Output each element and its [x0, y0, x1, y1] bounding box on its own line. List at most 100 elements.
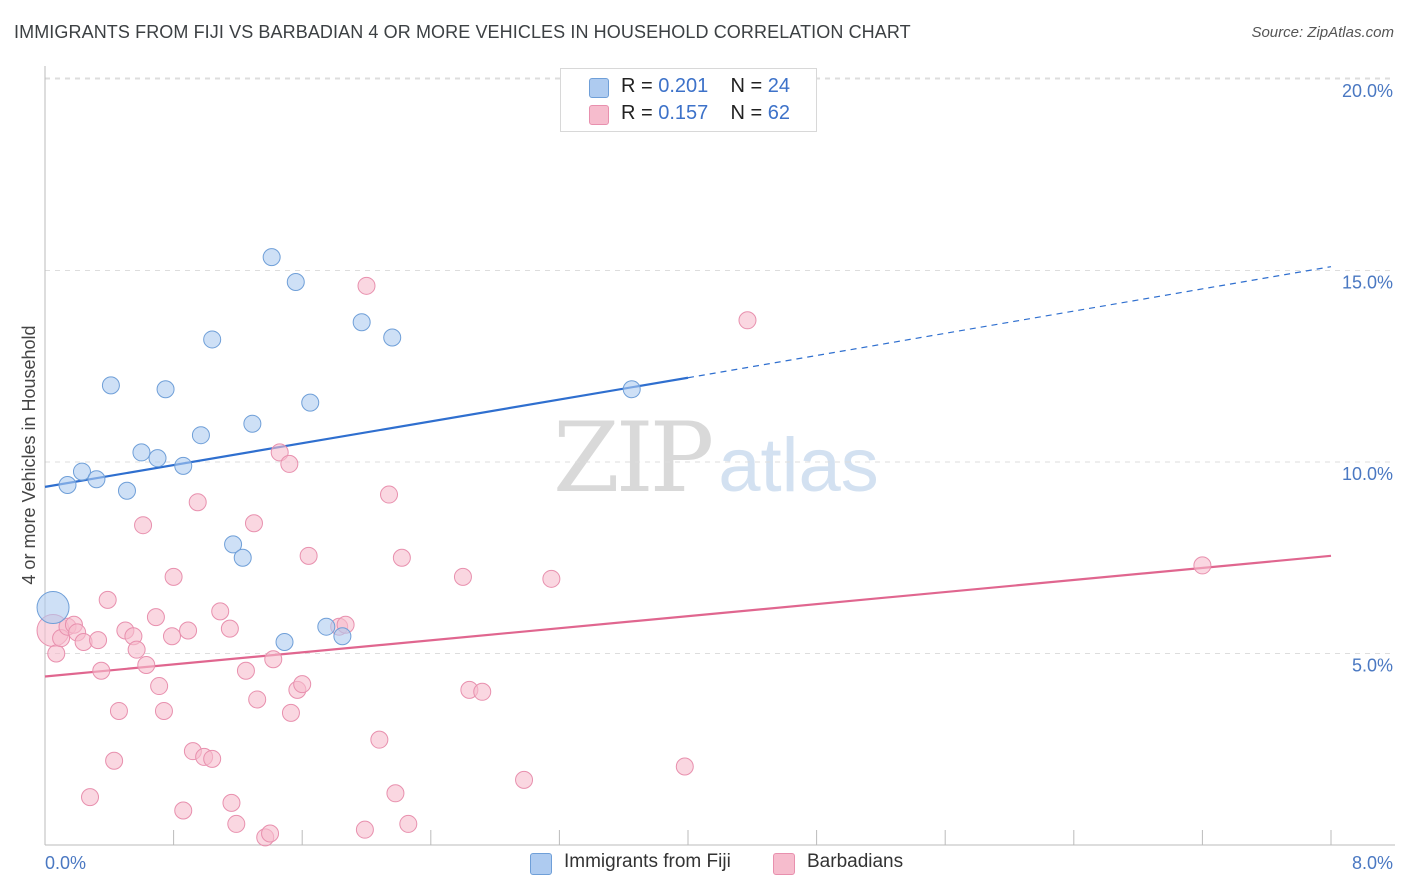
point-fiji — [203, 330, 222, 349]
point-barbadian — [47, 644, 66, 663]
point-barbadian — [220, 619, 239, 638]
point-fiji — [148, 449, 167, 468]
point-fiji — [117, 481, 136, 500]
point-barbadian — [222, 793, 241, 812]
point-barbadian — [98, 590, 117, 609]
point-barbadian — [179, 621, 198, 640]
trend-line-fiji — [44, 376, 689, 488]
point-barbadian — [150, 677, 169, 696]
point-barbadian — [105, 751, 124, 770]
point-barbadian — [270, 443, 289, 462]
point-barbadian — [134, 516, 153, 535]
point-fiji — [243, 414, 262, 433]
data-points — [36, 248, 1212, 847]
point-barbadian — [453, 567, 472, 586]
point-barbadian — [137, 655, 156, 674]
point-barbadian — [738, 311, 757, 330]
legend-n-value: 24 — [767, 75, 791, 97]
point-barbadian — [146, 608, 165, 627]
point-fiji — [333, 627, 352, 646]
point-barbadian — [386, 784, 405, 803]
x-tick-label: 8.0% — [1352, 853, 1393, 873]
point-barbadian — [174, 801, 193, 820]
legend-r-label: R = — [621, 75, 653, 97]
point-barbadian — [227, 814, 246, 833]
point-fiji — [224, 535, 243, 554]
point-fiji — [72, 462, 91, 481]
point-barbadian — [127, 640, 146, 659]
barbadian-swatch-icon — [589, 105, 609, 125]
point-fiji — [262, 248, 281, 267]
point-barbadian — [264, 650, 283, 669]
source-label: Source: ZipAtlas.com — [1251, 24, 1394, 41]
point-barbadian — [280, 454, 299, 473]
fiji-swatch-icon — [589, 78, 609, 98]
point-barbadian — [515, 770, 534, 789]
legend-r-label: R = — [621, 102, 653, 124]
point-barbadian — [261, 824, 280, 843]
legend-label-barbadians: Barbadians — [807, 851, 904, 872]
point-barbadian — [92, 661, 111, 680]
point-barbadian — [81, 788, 100, 807]
point-barbadian — [188, 493, 207, 512]
point-barbadian — [1193, 556, 1212, 575]
point-barbadian — [109, 701, 128, 720]
point-barbadian — [355, 820, 374, 839]
watermark: ZIP atlas — [553, 402, 879, 514]
point-barbadian — [542, 569, 561, 588]
point-barbadian — [154, 701, 173, 720]
point-fiji — [87, 470, 106, 489]
y-tick-label: 15.0% — [1342, 273, 1393, 293]
point-fiji — [622, 380, 641, 399]
point-fiji — [352, 313, 371, 332]
y-tick-label: 5.0% — [1352, 656, 1393, 676]
point-barbadian — [162, 627, 181, 646]
y-axis-title: 4 or more Vehicles in Household — [19, 325, 39, 584]
gridlines — [45, 77, 1395, 654]
point-barbadian — [203, 749, 222, 768]
legend-n-label: N = — [730, 75, 763, 97]
legend-r-value: 0.157 — [658, 102, 709, 124]
point-fiji — [301, 393, 320, 412]
watermark-zip: ZIP — [553, 402, 714, 514]
fiji-swatch-icon — [530, 853, 552, 875]
point-fiji — [132, 443, 151, 462]
correlation-legend: R = 0.201 N = 24 R = 0.157 N = 62 — [560, 68, 817, 132]
point-fiji — [156, 380, 175, 399]
point-barbadian — [293, 675, 312, 694]
point-fiji — [191, 426, 210, 445]
legend-n-value: 62 — [767, 102, 791, 124]
trend-line-fiji-projection — [687, 266, 1332, 379]
point-barbadian — [392, 548, 411, 567]
point-fiji — [174, 456, 193, 475]
x-tick-label: 0.0% — [45, 853, 86, 873]
point-fiji — [58, 475, 77, 494]
point-barbadian — [248, 690, 267, 709]
watermark-atlas: atlas — [718, 423, 879, 508]
point-fiji — [101, 376, 120, 395]
point-barbadian — [299, 546, 318, 565]
point-fiji — [383, 328, 402, 347]
point-barbadian — [675, 757, 694, 776]
point-barbadian — [281, 703, 300, 722]
point-barbadian — [236, 661, 255, 680]
point-fiji — [317, 617, 336, 636]
chart-title: IMMIGRANTS FROM FIJI VS BARBADIAN 4 OR M… — [14, 22, 911, 42]
legend-n-label: N = — [730, 102, 763, 124]
point-barbadian — [89, 631, 108, 650]
point-fiji — [286, 272, 305, 291]
point-barbadian — [211, 602, 230, 621]
trend-lines — [44, 266, 1332, 678]
point-fiji — [233, 548, 252, 567]
legend-label-fiji: Immigrants from Fiji — [564, 851, 731, 872]
point-barbadian — [357, 276, 376, 295]
point-barbadian — [473, 682, 492, 701]
point-barbadian — [164, 567, 183, 586]
point-fiji — [36, 591, 70, 625]
point-barbadian — [244, 514, 263, 533]
point-barbadian — [370, 730, 389, 749]
legend-r-value: 0.201 — [658, 75, 709, 97]
axis-labels: 5.0% 10.0% 15.0% 20.0% 0.0% 8.0% 4 or more Veh… — [19, 81, 1393, 873]
point-barbadian — [380, 485, 399, 504]
